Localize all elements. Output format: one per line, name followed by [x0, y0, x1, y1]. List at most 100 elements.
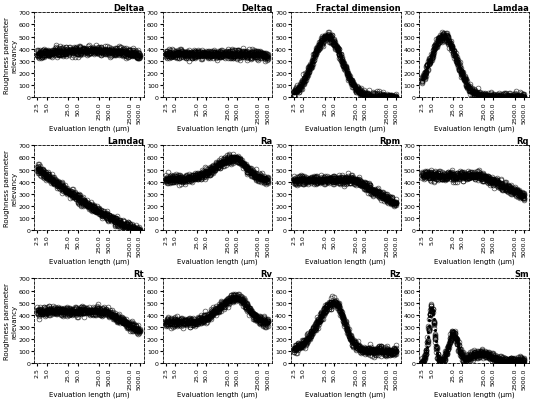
- Point: [345, 177, 354, 184]
- Point: [207, 52, 216, 58]
- Point: [177, 52, 185, 58]
- Point: [379, 348, 388, 354]
- Point: [210, 309, 219, 315]
- Point: [204, 169, 213, 175]
- Point: [71, 49, 79, 55]
- Point: [263, 55, 271, 61]
- Point: [441, 173, 450, 179]
- Point: [197, 52, 206, 58]
- Point: [328, 177, 336, 184]
- Point: [39, 51, 47, 57]
- Point: [516, 358, 524, 365]
- Point: [246, 308, 255, 314]
- Point: [498, 183, 506, 189]
- Point: [382, 195, 390, 201]
- Point: [471, 352, 480, 358]
- Point: [186, 318, 195, 325]
- Point: [56, 49, 65, 56]
- Point: [318, 310, 327, 317]
- Point: [374, 190, 383, 197]
- Point: [518, 95, 527, 101]
- Point: [240, 300, 249, 307]
- Point: [297, 82, 305, 89]
- Point: [435, 173, 444, 179]
- Point: [309, 177, 318, 184]
- Point: [169, 319, 177, 326]
- Point: [205, 168, 214, 175]
- Point: [78, 198, 87, 205]
- Point: [54, 50, 63, 56]
- Point: [433, 173, 441, 179]
- Point: [490, 179, 498, 186]
- Point: [496, 182, 504, 188]
- Point: [241, 52, 250, 58]
- Point: [259, 53, 267, 59]
- Point: [334, 177, 342, 184]
- Point: [263, 176, 271, 183]
- Point: [310, 177, 319, 184]
- Point: [94, 208, 102, 215]
- Point: [118, 221, 126, 228]
- Point: [310, 55, 318, 61]
- Point: [36, 51, 44, 58]
- Point: [423, 66, 431, 72]
- Point: [235, 296, 244, 302]
- Point: [382, 195, 391, 202]
- Point: [480, 174, 489, 181]
- Point: [437, 173, 445, 179]
- Point: [183, 52, 191, 58]
- Point: [47, 50, 55, 57]
- Point: [456, 67, 464, 73]
- Point: [353, 87, 361, 93]
- Point: [486, 95, 494, 101]
- Point: [484, 352, 492, 359]
- Point: [249, 172, 257, 178]
- Point: [262, 54, 270, 61]
- Point: [340, 177, 349, 184]
- Point: [357, 91, 366, 97]
- Point: [519, 95, 528, 101]
- Point: [80, 308, 88, 314]
- Point: [120, 319, 128, 326]
- Point: [113, 49, 122, 56]
- Point: [440, 34, 448, 41]
- Point: [419, 357, 427, 364]
- Point: [103, 49, 112, 55]
- Point: [390, 200, 399, 207]
- Point: [112, 314, 120, 321]
- Point: [214, 306, 223, 312]
- Point: [221, 158, 229, 165]
- Point: [236, 159, 245, 166]
- Point: [74, 48, 82, 55]
- Point: [334, 49, 342, 55]
- Point: [383, 348, 391, 354]
- Point: [448, 173, 457, 179]
- Point: [84, 202, 93, 209]
- Point: [426, 313, 434, 319]
- Point: [430, 327, 439, 333]
- Point: [68, 191, 76, 198]
- Point: [499, 357, 507, 364]
- Point: [456, 351, 465, 357]
- Point: [190, 52, 198, 58]
- Point: [230, 156, 238, 162]
- Point: [437, 357, 445, 364]
- Point: [518, 358, 526, 365]
- Point: [497, 95, 506, 101]
- Point: [244, 167, 253, 174]
- Point: [322, 34, 331, 41]
- Point: [222, 158, 230, 164]
- Point: [504, 358, 512, 365]
- Point: [94, 48, 102, 55]
- Point: [218, 160, 227, 166]
- Point: [209, 309, 218, 316]
- Point: [93, 208, 101, 214]
- Point: [72, 49, 81, 55]
- Point: [215, 52, 223, 58]
- Point: [469, 89, 477, 96]
- Point: [97, 49, 106, 55]
- Point: [315, 43, 324, 49]
- Point: [65, 49, 74, 55]
- Point: [317, 314, 325, 320]
- Point: [37, 51, 46, 58]
